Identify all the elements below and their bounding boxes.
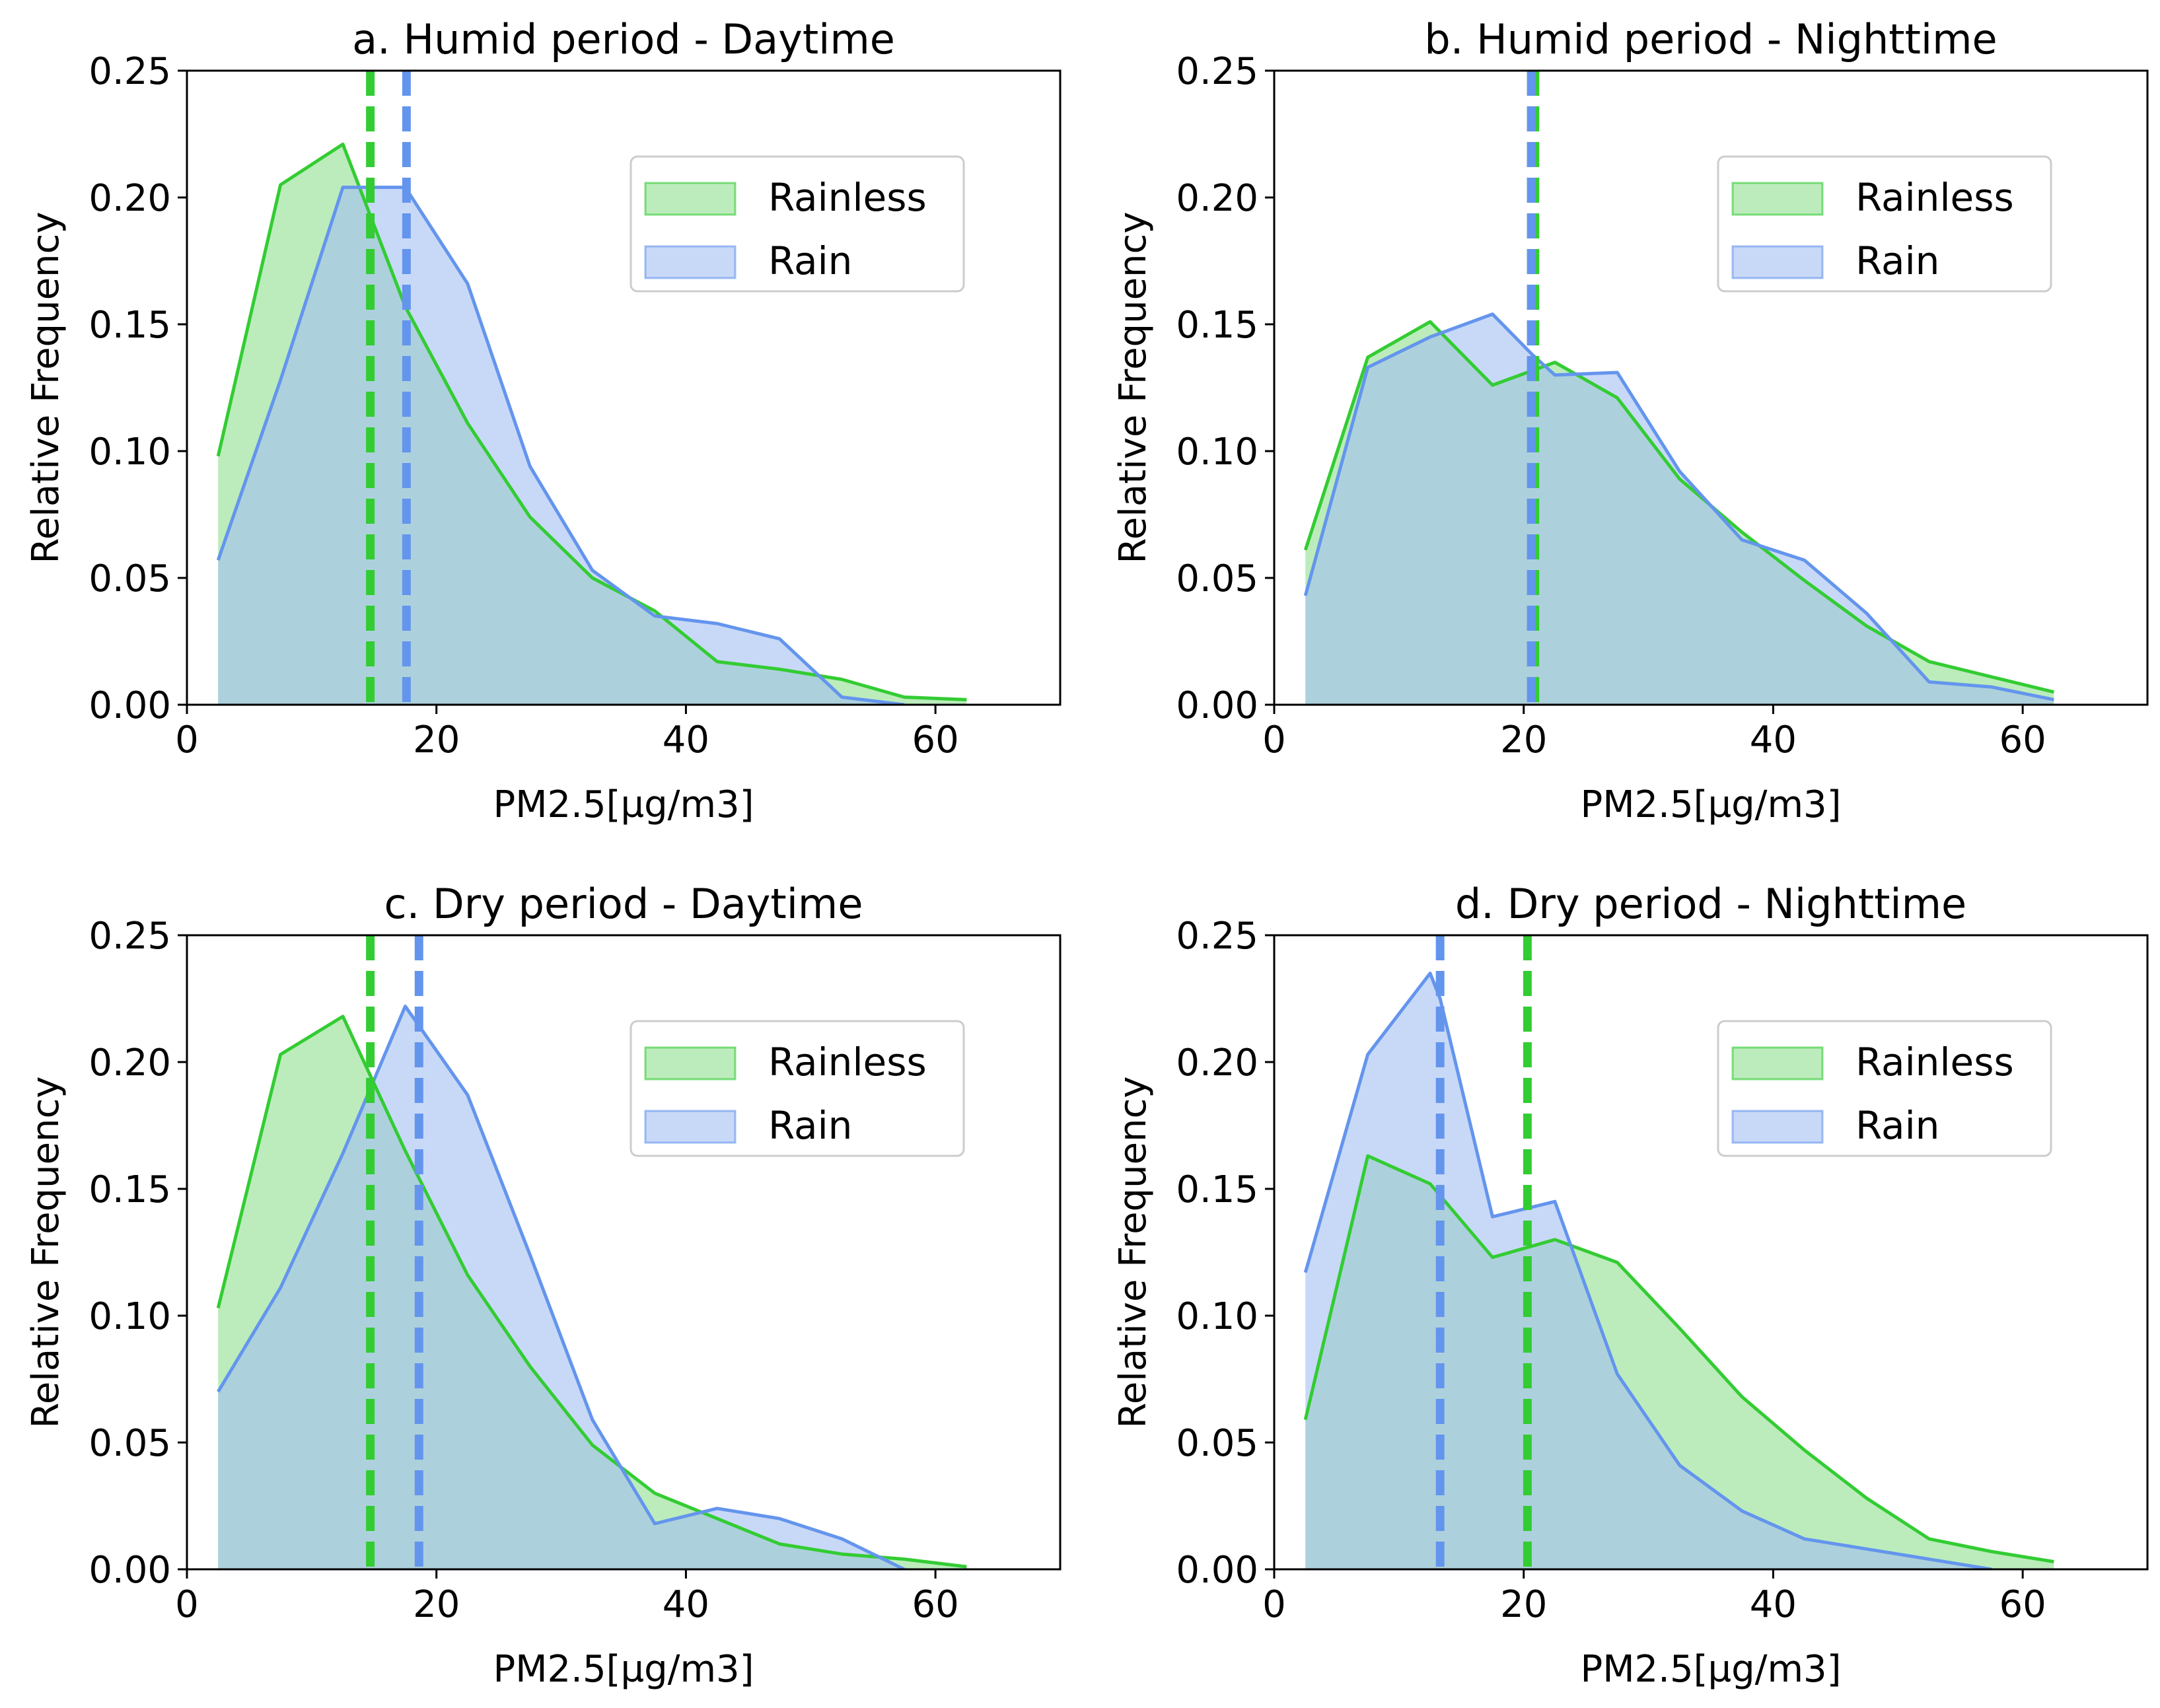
area-rain	[1305, 973, 1992, 1569]
legend-label-rainless: Rainless	[1855, 1040, 2014, 1085]
y-tick-label: 0.00	[1176, 1549, 1258, 1592]
legend-label-rain: Rain	[768, 238, 852, 283]
y-tick-label: 0.00	[1176, 684, 1258, 727]
x-tick-label: 60	[912, 719, 959, 762]
x-tick-label: 40	[1750, 1583, 1797, 1626]
y-tick-label: 0.10	[89, 1295, 171, 1338]
x-tick-label: 60	[1999, 719, 2046, 762]
legend-label-rain: Rain	[768, 1103, 852, 1148]
y-tick-label: 0.25	[89, 915, 171, 958]
y-tick-label: 0.05	[1176, 1422, 1258, 1465]
x-tick-label: 20	[1500, 1583, 1547, 1626]
y-axis-label: Relative Frequency	[1112, 1077, 1155, 1429]
legend-label-rain: Rain	[1855, 238, 1939, 283]
x-tick-label: 0	[175, 1583, 199, 1626]
legend: Rainless Rain	[630, 155, 965, 293]
axes-frame	[1273, 69, 2149, 706]
axes-frame	[186, 934, 1062, 1571]
x-axis-label: PM2.5[µg/m3]	[493, 1648, 754, 1691]
legend-label-rain: Rain	[1855, 1103, 1939, 1148]
area-rain	[218, 1006, 904, 1569]
x-tick-label: 20	[413, 719, 460, 762]
legend-label-rainless: Rainless	[768, 175, 927, 220]
subplot-title: b. Humid period - Nighttime	[1424, 15, 1997, 63]
y-tick-label: 0.10	[1176, 431, 1258, 474]
x-tick-label: 0	[175, 719, 199, 762]
subplot-b: 0 20 40 60 0.00 0.05 0.10 0.15 0.20 0.25 b. Humid …	[1112, 15, 2149, 826]
y-tick-label: 0.05	[89, 557, 171, 600]
subplot-title: d. Dry period - Nighttime	[1455, 880, 1966, 928]
y-tick-label: 0.25	[89, 50, 171, 93]
y-axis-label: Relative Frequency	[1112, 212, 1155, 564]
area-rain	[218, 187, 904, 705]
y-tick-label: 0.25	[1176, 915, 1258, 958]
area-rain	[1305, 314, 2054, 705]
y-axis-label: Relative Frequency	[24, 1077, 67, 1429]
plot-area	[1303, 935, 2054, 1569]
y-tick-label: 0.05	[89, 1422, 171, 1465]
subplot-a: 0 20 40 60 0.00 0.05 0.10 0.15 0.20 0.25 a. Humid …	[24, 15, 1062, 826]
plot-area	[1303, 71, 2054, 705]
y-tick-label: 0.15	[89, 304, 171, 347]
subplot-title: a. Humid period - Daytime	[352, 15, 895, 63]
legend: Rainless Rain	[630, 1020, 965, 1157]
x-tick-label: 60	[912, 1583, 959, 1626]
line-rain	[216, 186, 905, 705]
y-tick-label: 0.15	[1176, 1168, 1258, 1211]
legend-swatch-rain	[644, 245, 737, 279]
y-tick-label: 0.20	[1176, 177, 1258, 220]
x-axis-label: PM2.5[µg/m3]	[1580, 1648, 1841, 1691]
y-tick-label: 0.05	[1176, 557, 1258, 600]
line-rain	[1303, 312, 2054, 701]
legend-swatch-rain	[1731, 1110, 1824, 1144]
axes-frame	[1273, 934, 2149, 1571]
x-tick-label: 60	[1999, 1583, 2046, 1626]
subplot-title: c. Dry period - Daytime	[384, 880, 863, 928]
x-tick-label: 20	[413, 1583, 460, 1626]
y-axis-label: Relative Frequency	[24, 212, 67, 564]
x-tick-label: 0	[1262, 719, 1286, 762]
y-tick-label: 0.10	[1176, 1295, 1258, 1338]
legend-label-rainless: Rainless	[768, 1040, 927, 1085]
legend: Rainless Rain	[1717, 1020, 2052, 1157]
legend: Rainless Rain	[1717, 155, 2052, 293]
plot-area	[216, 71, 967, 705]
y-tick-label: 0.10	[89, 431, 171, 474]
legend-label-rainless: Rainless	[1855, 175, 2014, 220]
x-tick-label: 40	[663, 719, 709, 762]
x-axis-label: PM2.5[µg/m3]	[493, 783, 754, 826]
line-rain	[217, 1005, 906, 1569]
legend-swatch-rain	[644, 1110, 737, 1144]
legend-swatch-rainless	[644, 1046, 737, 1081]
legend-swatch-rainless	[1731, 1046, 1824, 1081]
legend-swatch-rainless	[644, 182, 737, 216]
plot-area	[216, 935, 967, 1569]
x-axis-label: PM2.5[µg/m3]	[1580, 783, 1841, 826]
y-tick-label: 0.15	[89, 1168, 171, 1211]
subplot-c: 0 20 40 60 0.00 0.05 0.10 0.15 0.20 0.25 c. Dry pe…	[24, 880, 1062, 1691]
y-tick-label: 0.00	[89, 684, 171, 727]
y-tick-label: 0.00	[89, 1549, 171, 1592]
y-tick-label: 0.25	[1176, 50, 1258, 93]
y-tick-label: 0.20	[1176, 1042, 1258, 1085]
subplot-d: 0 20 40 60 0.00 0.05 0.10 0.15 0.20 0.25 d. Dry pe…	[1112, 880, 2149, 1691]
y-tick-label: 0.15	[1176, 304, 1258, 347]
x-tick-label: 20	[1500, 719, 1547, 762]
legend-swatch-rainless	[1731, 182, 1824, 216]
x-tick-label: 40	[1750, 719, 1797, 762]
y-tick-label: 0.20	[89, 177, 171, 220]
legend-swatch-rain	[1731, 245, 1824, 279]
x-tick-label: 0	[1262, 1583, 1286, 1626]
axes-frame	[186, 69, 1062, 706]
x-tick-label: 40	[663, 1583, 709, 1626]
y-tick-label: 0.20	[89, 1042, 171, 1085]
